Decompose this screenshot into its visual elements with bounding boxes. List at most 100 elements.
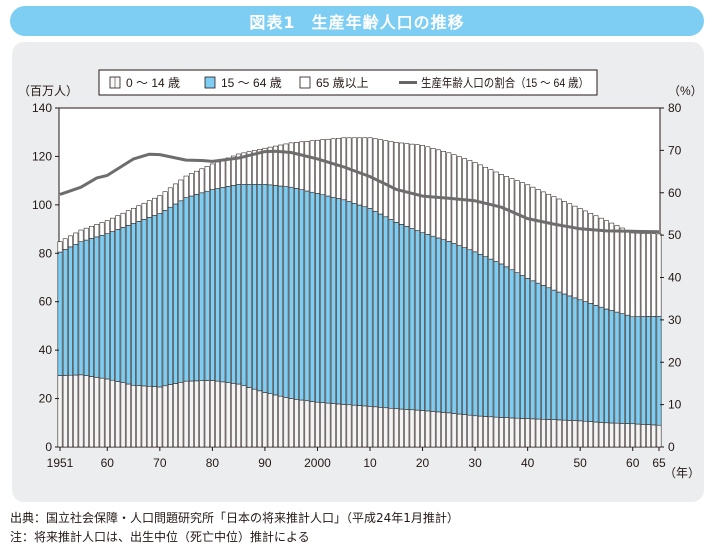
bar-age-15-64 xyxy=(399,224,404,410)
bar-age-0-14 xyxy=(635,423,641,448)
bar-age-15-64 xyxy=(267,184,273,395)
bar-age-15-64 xyxy=(162,210,168,387)
bar-age-0-14 xyxy=(62,375,68,448)
bar-age-15-64 xyxy=(498,263,504,418)
bar-age-0-14 xyxy=(451,413,457,448)
bar-age-15-64 xyxy=(136,221,142,386)
legend-swatch-age-15-64 xyxy=(204,76,216,89)
bar-age-0-14 xyxy=(383,407,389,448)
bar-age-15-64 xyxy=(378,213,383,408)
bar-age-0-14 xyxy=(272,394,278,448)
bar-age-65-plus xyxy=(498,174,504,265)
bar-age-65-plus xyxy=(104,220,110,234)
bar-age-0-14 xyxy=(446,412,452,448)
bar-age-0-14 xyxy=(372,406,378,448)
bar-age-65-plus xyxy=(120,212,126,228)
bar-age-15-64 xyxy=(430,235,436,412)
bar-age-0-14 xyxy=(593,421,599,448)
bar-age-0-14 xyxy=(146,385,152,448)
bar-age-65-plus xyxy=(236,153,242,185)
x-axis-tick-label: 60 xyxy=(626,456,640,470)
bar-age-15-64 xyxy=(73,243,79,376)
bar-age-0-14 xyxy=(362,405,368,448)
bar-age-0-14 xyxy=(188,380,194,448)
bar-age-65-plus xyxy=(614,225,620,313)
bar-age-0-14 xyxy=(115,381,121,448)
bar-age-65-plus xyxy=(157,195,163,214)
bar-age-65-plus xyxy=(141,202,147,220)
bar-age-0-14 xyxy=(588,421,594,448)
bar-age-0-14 xyxy=(57,375,63,448)
bar-age-0-14 xyxy=(251,388,257,448)
bar-age-0-14 xyxy=(462,414,468,448)
bar-age-15-64 xyxy=(519,275,525,419)
bar-age-65-plus xyxy=(567,203,573,297)
bar-age-0-14 xyxy=(246,387,252,448)
bar-age-65-plus xyxy=(94,224,100,238)
bar-age-65-plus xyxy=(646,233,651,317)
bar-age-0-14 xyxy=(351,404,357,448)
bar-age-65-plus xyxy=(315,139,320,194)
bar-age-15-64 xyxy=(393,222,399,410)
bar-age-15-64 xyxy=(262,183,268,393)
bar-age-15-64 xyxy=(467,249,473,416)
bar-age-15-64 xyxy=(341,199,347,405)
bar-age-15-64 xyxy=(472,251,478,417)
bar-age-0-14 xyxy=(567,420,573,448)
bar-age-65-plus xyxy=(336,137,341,199)
bar-age-0-14 xyxy=(556,419,562,448)
bar-age-15-64 xyxy=(483,256,489,417)
bar-age-0-14 xyxy=(89,376,94,448)
bar-age-65-plus xyxy=(551,196,557,291)
bar-age-15-64 xyxy=(593,305,599,423)
left-axis-tick-label: 140 xyxy=(32,101,52,115)
right-axis-tick-label: 20 xyxy=(668,355,682,369)
bar-age-0-14 xyxy=(378,407,383,448)
bar-age-15-64 xyxy=(583,301,588,422)
bar-age-15-64 xyxy=(572,297,578,421)
bar-age-0-14 xyxy=(309,401,315,448)
bar-age-65-plus xyxy=(57,241,63,253)
figure-label: 図表1 xyxy=(249,13,296,32)
bar-age-15-64 xyxy=(230,185,236,384)
bar-age-0-14 xyxy=(83,375,89,448)
bar-age-15-64 xyxy=(514,272,520,419)
bar-age-0-14 xyxy=(535,418,541,448)
bar-age-0-14 xyxy=(330,403,336,448)
bar-age-65-plus xyxy=(194,170,200,195)
bar-age-65-plus xyxy=(525,184,531,279)
right-axis-tick-label: 40 xyxy=(668,271,682,285)
bar-age-15-64 xyxy=(420,232,425,411)
bar-age-65-plus xyxy=(414,144,420,231)
bar-age-65-plus xyxy=(493,171,499,262)
bar-age-15-64 xyxy=(546,287,552,420)
bar-age-15-64 xyxy=(619,313,625,424)
bar-age-65-plus xyxy=(467,160,473,251)
bar-age-15-64 xyxy=(294,188,299,400)
bar-age-0-14 xyxy=(614,422,620,448)
bar-age-0-14 xyxy=(583,420,588,448)
bar-age-15-64 xyxy=(646,316,651,425)
bar-age-15-64 xyxy=(257,183,263,392)
bar-age-65-plus xyxy=(393,142,399,223)
bar-age-15-64 xyxy=(315,193,320,403)
bar-age-0-14 xyxy=(441,412,447,448)
bar-age-15-64 xyxy=(640,316,646,425)
bar-age-65-plus xyxy=(388,141,394,220)
bar-age-0-14 xyxy=(257,390,263,448)
bar-age-65-plus xyxy=(630,232,636,318)
bar-age-15-64 xyxy=(309,191,315,402)
bar-age-15-64 xyxy=(304,190,310,402)
bar-age-0-14 xyxy=(262,392,268,448)
bar-age-0-14 xyxy=(420,410,425,448)
source-text: 出典：国立社会保障・人口問題研究所「日本の将来推計人口」（平成24年1月推計） xyxy=(10,511,459,525)
bar-age-65-plus xyxy=(488,169,494,260)
bar-age-65-plus xyxy=(204,166,210,192)
bar-age-0-14 xyxy=(283,397,289,448)
bar-age-15-64 xyxy=(299,189,305,401)
bar-age-0-14 xyxy=(199,380,205,448)
bar-age-15-64 xyxy=(504,266,510,418)
right-axis-tick-label: 0 xyxy=(668,440,675,454)
bar-age-0-14 xyxy=(530,418,536,448)
bar-age-65-plus xyxy=(530,186,536,282)
